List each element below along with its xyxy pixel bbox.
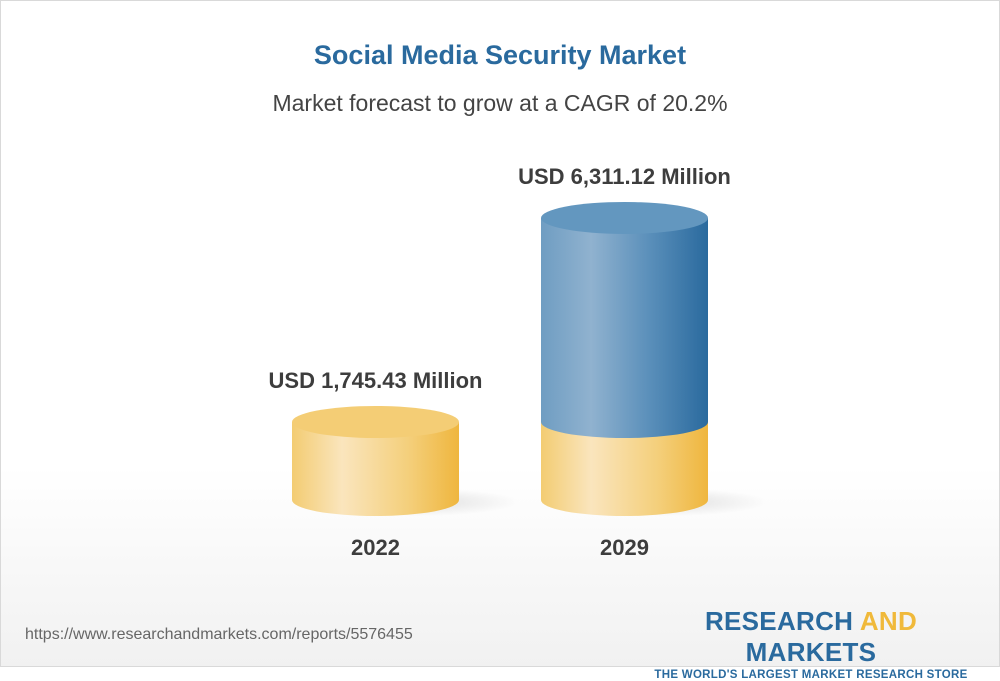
data-label-2022: USD 1,745.43 Million: [269, 368, 483, 393]
cylinder-chart: USD 1,745.43 Million 2022 USD 6,311.12 Mil…: [269, 164, 768, 560]
research-and-markets-logo: RESEARCH AND MARKETS THE WORLD'S LARGEST…: [654, 606, 968, 681]
chart-title: Social Media Security Market: [313, 40, 687, 70]
category-label-2022: 2022: [351, 535, 400, 560]
chart-subtitle: Market forecast to grow at a CAGR of 20.…: [272, 90, 728, 116]
data-label-2029: USD 6,311.12 Million: [518, 164, 731, 189]
category-label-2029: 2029: [600, 535, 649, 560]
bar-top-2029: [541, 201, 708, 234]
bar-growth-2029: [541, 217, 708, 438]
bar-base-2022: [292, 422, 459, 516]
bar-base-2029: [541, 422, 708, 516]
source-url[interactable]: https://www.researchandmarkets.com/repor…: [25, 626, 413, 643]
chart-frame: [0, 0, 1000, 667]
bar-top-2022: [292, 406, 459, 438]
